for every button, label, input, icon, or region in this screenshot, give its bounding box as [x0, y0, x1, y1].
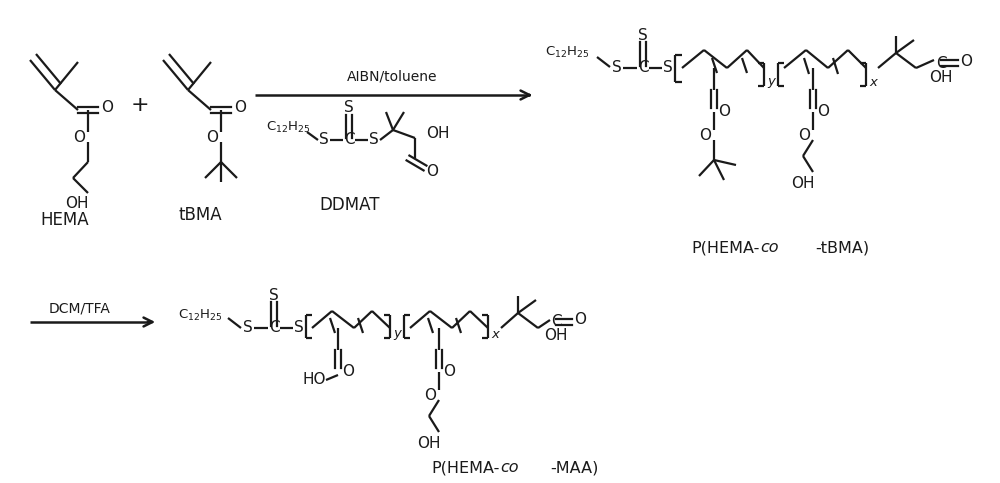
- Text: co: co: [760, 241, 778, 256]
- Text: DCM/TFA: DCM/TFA: [49, 301, 111, 315]
- Text: tBMA: tBMA: [178, 206, 222, 224]
- Text: S: S: [369, 132, 379, 147]
- Text: y: y: [393, 327, 401, 341]
- Text: OH: OH: [65, 196, 89, 211]
- Text: O: O: [574, 313, 586, 327]
- Text: S: S: [612, 60, 622, 75]
- Text: HEMA: HEMA: [41, 211, 89, 229]
- Text: $\mathregular{C_{12}H_{25}}$: $\mathregular{C_{12}H_{25}}$: [266, 119, 311, 135]
- Text: C: C: [638, 60, 648, 75]
- Text: S: S: [638, 28, 648, 43]
- Text: S: S: [269, 287, 279, 302]
- Text: P(HEMA-: P(HEMA-: [692, 241, 760, 256]
- Text: C: C: [344, 132, 354, 147]
- Text: OH: OH: [791, 175, 815, 190]
- Text: -tBMA): -tBMA): [815, 241, 869, 256]
- Text: S: S: [243, 321, 253, 336]
- Text: -MAA): -MAA): [550, 460, 598, 475]
- Text: C: C: [936, 56, 946, 71]
- Text: OH: OH: [544, 328, 568, 343]
- Text: O: O: [817, 104, 829, 119]
- Text: S: S: [319, 132, 329, 147]
- Text: OH: OH: [417, 436, 441, 451]
- Text: O: O: [718, 104, 730, 119]
- Text: O: O: [206, 130, 218, 145]
- Text: x: x: [869, 75, 877, 88]
- Text: S: S: [294, 321, 304, 336]
- Text: S: S: [663, 60, 673, 75]
- Text: O: O: [73, 130, 85, 145]
- Text: O: O: [798, 128, 810, 143]
- Text: $\mathregular{C_{12}H_{25}}$: $\mathregular{C_{12}H_{25}}$: [178, 308, 223, 323]
- Text: O: O: [443, 365, 455, 380]
- Text: HO: HO: [303, 372, 326, 387]
- Text: y: y: [767, 75, 775, 88]
- Text: O: O: [424, 388, 436, 403]
- Text: DDMAT: DDMAT: [320, 196, 380, 214]
- Text: O: O: [426, 165, 438, 180]
- Text: co: co: [500, 460, 518, 475]
- Text: O: O: [234, 100, 246, 115]
- Text: C: C: [551, 314, 561, 329]
- Text: O: O: [101, 100, 113, 115]
- Text: O: O: [342, 365, 354, 380]
- Text: AIBN/toluene: AIBN/toluene: [347, 69, 437, 83]
- Text: O: O: [699, 128, 711, 143]
- Text: OH: OH: [929, 71, 953, 85]
- Text: x: x: [491, 327, 499, 341]
- Text: C: C: [269, 321, 279, 336]
- Text: S: S: [344, 100, 354, 115]
- Text: $\mathregular{C_{12}H_{25}}$: $\mathregular{C_{12}H_{25}}$: [545, 44, 590, 59]
- Text: OH: OH: [426, 126, 450, 141]
- Text: +: +: [131, 95, 149, 115]
- Text: O: O: [960, 54, 972, 69]
- Text: P(HEMA-: P(HEMA-: [432, 460, 500, 475]
